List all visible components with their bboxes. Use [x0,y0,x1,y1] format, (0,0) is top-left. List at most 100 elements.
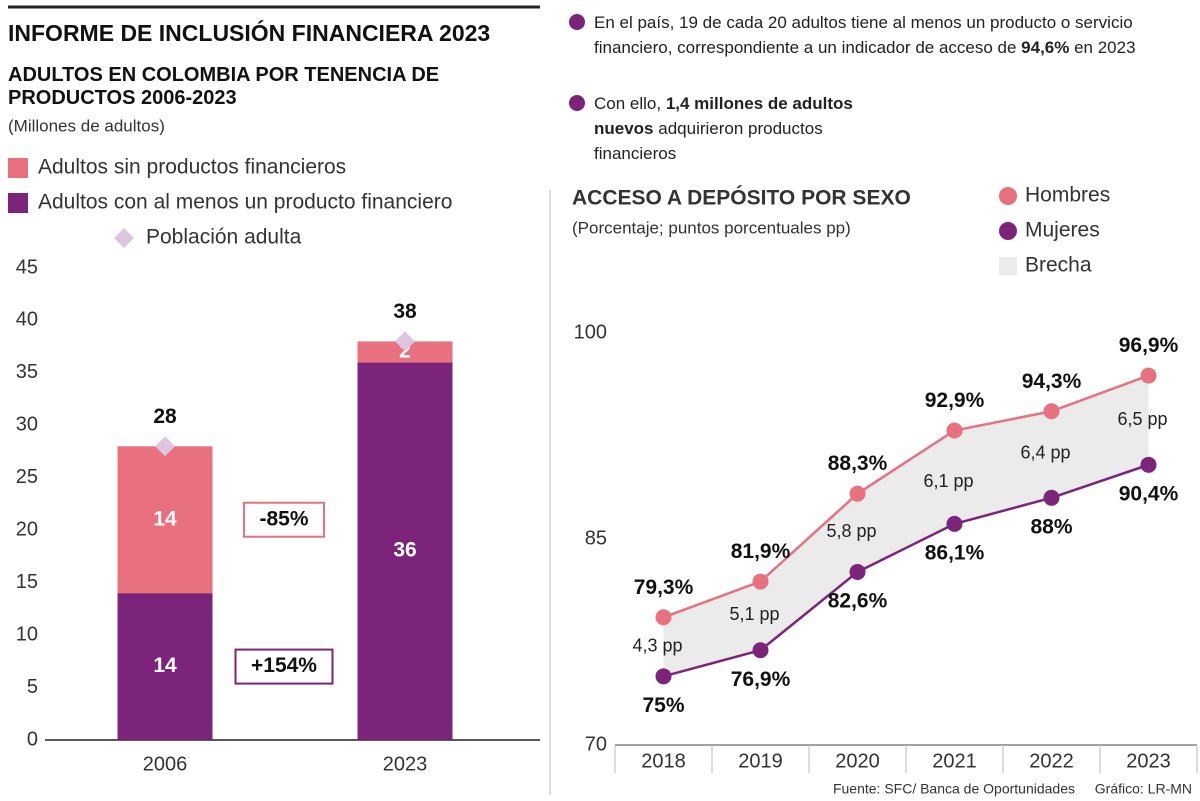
value-label: 14 [153,507,177,530]
bar-segment [357,362,453,740]
y-tick-label: 35 [16,361,38,383]
point [655,609,672,626]
y-tick-label: 0 [27,728,38,750]
point [946,515,963,532]
legend-swatch [114,228,134,248]
y-tick-label: 100 [574,321,607,343]
bar-segment [357,341,453,363]
chart-title: ADULTOS EN COLOMBIA POR TENENCIA DE PROD… [8,64,440,109]
legend-swatch [999,222,1017,240]
line [663,374,1149,619]
gap-label: 4,3 pp [632,636,682,656]
gap-label: 6,5 pp [1117,409,1167,429]
gap-label: 6,1 pp [923,471,973,491]
legend-swatch [999,257,1017,275]
point [849,485,866,502]
y-tick-label: 40 [16,309,38,331]
chart-subtitle: (Millones de adultos) [8,116,165,135]
gap-label: 5,1 pp [729,604,779,624]
point [849,563,866,580]
y-tick-label: 10 [16,623,38,645]
x-tick-label: 2020 [835,750,880,772]
y-tick-label: 30 [16,414,38,436]
bar-segment [117,446,213,594]
x-tick-label: 2018 [641,750,686,772]
value-label: 92,9% [925,389,985,412]
x-tick-label: 2021 [932,750,977,772]
value-label: 94,3% [1022,370,1082,393]
population-label: 28 [153,405,177,428]
point [946,422,963,439]
note-text: adquirieron productos financieros [594,119,823,163]
value-label: 88,3% [828,452,888,475]
point [752,573,769,590]
point [752,642,769,659]
point [1140,456,1157,473]
population-marker [155,436,175,457]
population-marker [395,331,415,352]
note-text: En el país, 19 de cada 20 adultos tiene … [594,13,1133,57]
bar-segment [117,593,213,740]
annotation: +154% [251,654,317,677]
legend-label: Hombres [1025,184,1110,207]
legend-swatch [999,187,1017,205]
population-label: 38 [393,300,417,323]
y-tick-label: 70 [585,733,607,755]
source: Fuente: SFC/ Banca de Oportunidades [833,781,1075,797]
note-bullet [569,14,585,30]
chart-title: ACCESO A DEPÓSITO POR SEXO [572,186,911,210]
y-tick-label: 5 [27,676,38,698]
value-label: 81,9% [731,540,791,563]
gap-label: 6,4 pp [1020,443,1070,463]
note-text: Con ello, [594,94,666,113]
y-tick-label: 85 [585,527,607,549]
legend-swatch [8,193,28,213]
value-label: 86,1% [925,541,985,564]
legend-label: Adultos sin productos financieros [38,156,346,179]
page-title: INFORME DE INCLUSIÓN FINANCIERA 2023 [8,20,491,46]
x-tick-label: 2019 [738,750,783,772]
annotation: -85% [259,507,308,530]
value-label: 82,6% [828,590,888,613]
y-tick-label: 20 [16,519,38,541]
annotation-box [243,501,325,538]
value-label: 36 [393,539,416,562]
point [1140,367,1157,384]
value-label: 96,9% [1119,334,1179,357]
x-tick-label: 2023 [383,753,428,775]
point [1043,489,1060,506]
gap-area [663,375,1149,677]
value-label: 88% [1030,515,1072,538]
point [1043,403,1060,420]
chart-subtitle: (Porcentaje; puntos porcentuales pp) [572,218,851,237]
x-tick-label: 2022 [1029,750,1074,772]
note-bullet [569,95,585,111]
value-label: 14 [153,654,177,677]
value-label: 79,3% [634,576,694,599]
value-label: 75% [642,694,684,717]
line [663,463,1149,678]
note: Con ello, 1,4 millones de adultos nuevos… [594,91,894,166]
legend-label: Población adulta [146,226,302,249]
y-tick-label: 15 [16,571,38,593]
legend-swatch [8,158,28,178]
legend-label: Brecha [1025,254,1092,277]
y-tick-label: 45 [16,256,38,278]
x-tick-label: 2006 [143,753,188,775]
note-text: 94,6% [1021,38,1070,57]
credit: Gráfico: LR-MN [1095,781,1192,797]
value-label: 76,9% [731,668,791,691]
annotation-box [234,648,334,685]
note-text: 1,4 millones de adultos nuevos [594,94,853,138]
point [655,668,672,685]
legend-label: Adultos con al menos un producto financi… [38,191,452,214]
legend-label: Mujeres [1025,219,1100,242]
x-tick-label: 2023 [1126,750,1171,772]
value-label: 90,4% [1119,482,1179,505]
gap-label: 5,8 pp [826,521,876,541]
y-tick-label: 25 [16,466,38,488]
note: En el país, 19 de cada 20 adultos tiene … [594,10,1139,60]
note-text: en 2023 [1069,38,1136,57]
